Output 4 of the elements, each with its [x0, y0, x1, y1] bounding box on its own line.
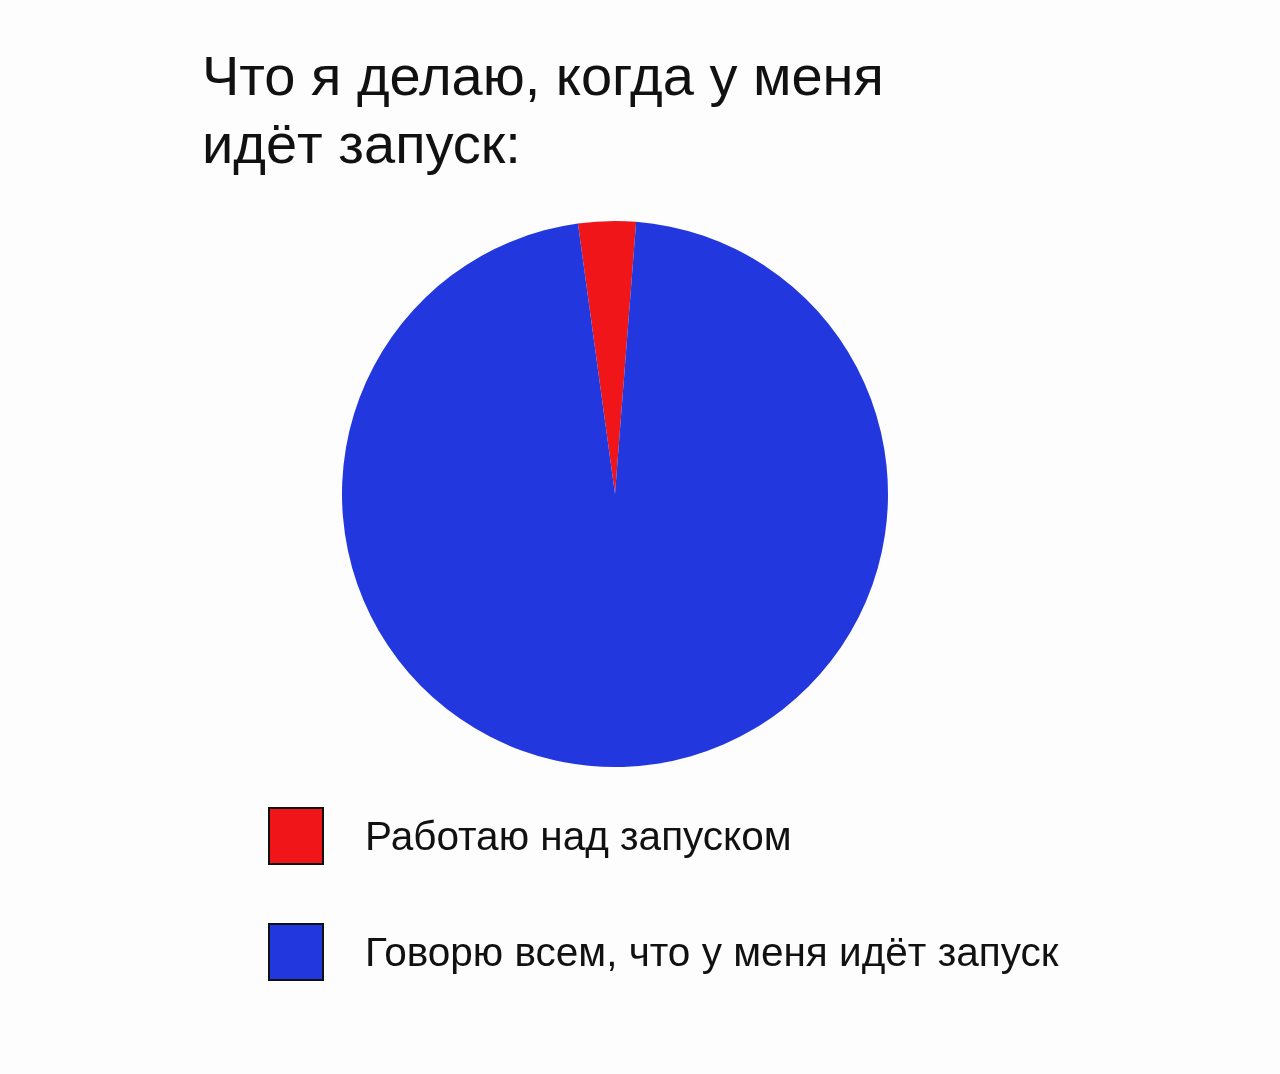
legend-label: Говорю всем, что у меня идёт запуск — [365, 928, 1059, 976]
legend-label: Работаю над запуском — [365, 812, 792, 860]
pie-slice — [342, 221, 888, 767]
chart-title: Что я делаю, когда у меня идёт запуск: — [202, 43, 885, 177]
